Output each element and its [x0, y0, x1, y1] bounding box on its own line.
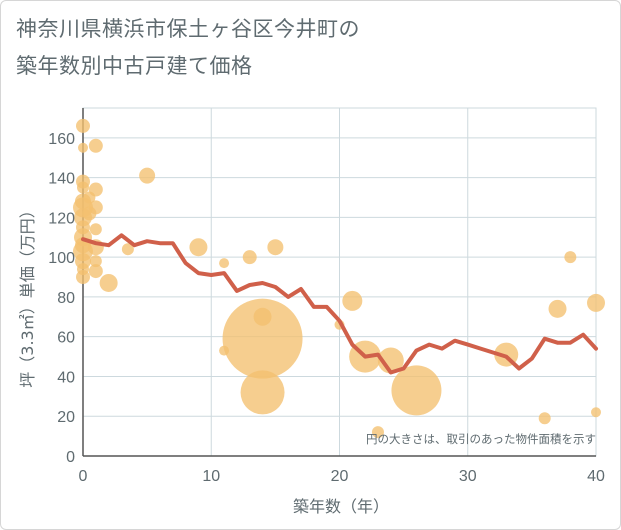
tick-labels: 0 20 40 60 80 100 120 140 160 0 10 20 30 40	[48, 131, 605, 485]
y-tick-label: 140	[48, 171, 75, 188]
chart-title-line2: 築年数別中古戸建て価格	[16, 54, 253, 78]
y-axis-title: 坪（3.3㎡）単価（万円）	[18, 202, 37, 387]
chart-title-line1: 神奈川県横浜市保土ヶ谷区今井町の	[16, 17, 360, 41]
data-bubble	[253, 307, 272, 326]
data-bubble	[89, 223, 102, 236]
data-bubble	[139, 167, 156, 184]
x-tick-label: 10	[202, 468, 220, 485]
x-tick-label: 20	[331, 468, 349, 485]
data-bubble	[189, 238, 208, 257]
x-axis-title: 築年数（年）	[293, 497, 389, 516]
average-price-line	[81, 233, 598, 375]
y-tick-label: 60	[57, 330, 75, 347]
y-tick-label: 120	[48, 210, 75, 227]
data-bubble	[76, 270, 90, 285]
data-bubble	[89, 255, 102, 268]
data-bubble	[242, 250, 257, 265]
data-bubble	[76, 118, 90, 133]
x-tick-label: 40	[587, 468, 605, 485]
x-tick-label: 0	[79, 468, 88, 485]
data-bubble	[99, 273, 118, 292]
data-bubble	[538, 412, 551, 425]
data-bubble	[591, 407, 601, 418]
data-bubble	[88, 182, 103, 197]
y-tick-label: 20	[57, 409, 75, 426]
data-bubble	[88, 264, 103, 279]
y-tick-label: 40	[57, 369, 75, 386]
data-bubble	[219, 258, 230, 269]
y-tick-label: 100	[48, 250, 75, 267]
x-tick-label: 30	[459, 468, 477, 485]
data-bubble	[564, 251, 577, 264]
data-bubble	[88, 138, 103, 153]
bubble-layer	[73, 118, 605, 439]
y-tick-label: 0	[66, 449, 75, 466]
data-bubble	[267, 239, 284, 256]
data-bubble	[78, 142, 88, 153]
data-bubble	[587, 293, 605, 312]
data-bubble	[391, 365, 442, 416]
grid-lines	[82, 107, 597, 457]
data-bubble	[88, 200, 103, 215]
data-bubble	[222, 298, 303, 379]
data-bubble	[77, 181, 89, 194]
data-bubble	[342, 290, 363, 311]
y-tick-label: 160	[48, 131, 75, 148]
size-legend-note: 円の大きさは、取引のあった物件面積を示す	[366, 432, 596, 446]
y-tick-label: 80	[57, 290, 75, 307]
data-bubble	[121, 243, 134, 256]
data-bubble	[377, 347, 404, 374]
data-bubble	[371, 426, 384, 439]
data-bubble	[240, 370, 285, 415]
data-bubble	[548, 299, 567, 318]
